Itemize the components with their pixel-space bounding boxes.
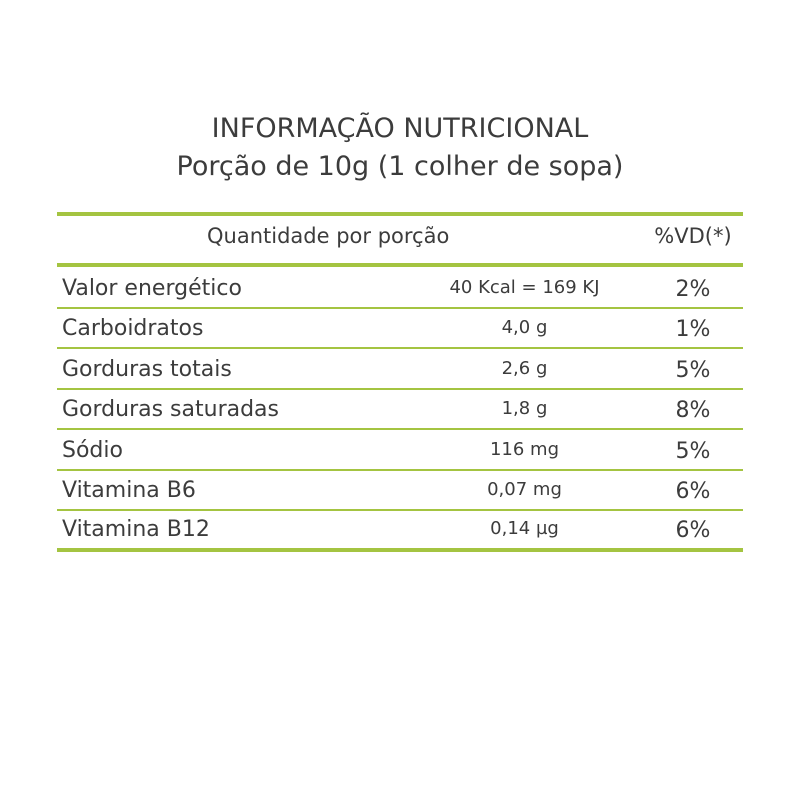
table-row: Gorduras totais 2,6 g 5%: [57, 349, 743, 390]
header-bottom-rule: [57, 263, 743, 267]
nutrient-vd: 6%: [675, 479, 711, 504]
nutrition-title: INFORMAÇÃO NUTRICIONAL: [211, 113, 589, 144]
nutrient-name: Carboidratos: [62, 316, 204, 341]
nutrient-quantity: 0,14 µg: [490, 517, 559, 539]
table-row: Gorduras saturadas 1,8 g 8%: [57, 390, 743, 430]
table-top-rule: [57, 212, 743, 216]
table-row: Valor energético 40 Kcal = 169 KJ 2%: [57, 268, 743, 309]
table-row: Sódio 116 mg 5%: [57, 430, 743, 471]
nutrient-name: Gorduras saturadas: [62, 397, 280, 422]
nutrient-quantity: 116 mg: [489, 438, 560, 460]
nutrient-name: Gorduras totais: [62, 356, 232, 382]
nutrient-name: Valor energético: [62, 275, 242, 301]
nutrient-vd: 2%: [675, 276, 711, 302]
header-quantity: Quantidade por porção: [207, 224, 450, 248]
header-vd: %VD(*): [654, 224, 732, 248]
nutrient-vd: 1%: [675, 317, 711, 342]
nutrient-vd: 8%: [675, 398, 711, 423]
nutrient-quantity: 2,6 g: [501, 357, 548, 379]
nutrient-vd: 6%: [675, 517, 711, 543]
table-row: Vitamina B6 0,07 mg 6%: [57, 471, 743, 511]
nutrition-table-body: Valor energético 40 Kcal = 169 KJ 2% Car…: [57, 268, 743, 552]
nutrient-quantity: 0,07 mg: [487, 479, 562, 500]
table-header: Quantidade por porção %VD(*): [57, 220, 743, 260]
table-row: Vitamina B12 0,14 µg 6%: [57, 511, 743, 552]
nutrient-name: Vitamina B6: [62, 478, 196, 503]
nutrient-vd: 5%: [675, 357, 711, 383]
nutrient-quantity: 4,0 g: [501, 317, 548, 338]
table-row: Carboidratos 4,0 g 1%: [57, 309, 743, 349]
nutrient-quantity: 1,8 g: [501, 398, 548, 419]
serving-size: Porção de 10g (1 colher de sopa): [176, 151, 624, 182]
nutrient-name: Vitamina B12: [62, 516, 210, 542]
nutrition-title-block: INFORMAÇÃO NUTRICIONAL Porção de 10g (1 …: [0, 110, 800, 186]
nutrient-vd: 5%: [675, 438, 711, 464]
nutrient-name: Sódio: [62, 437, 123, 463]
nutrient-quantity: 40 Kcal = 169 KJ: [449, 276, 600, 298]
